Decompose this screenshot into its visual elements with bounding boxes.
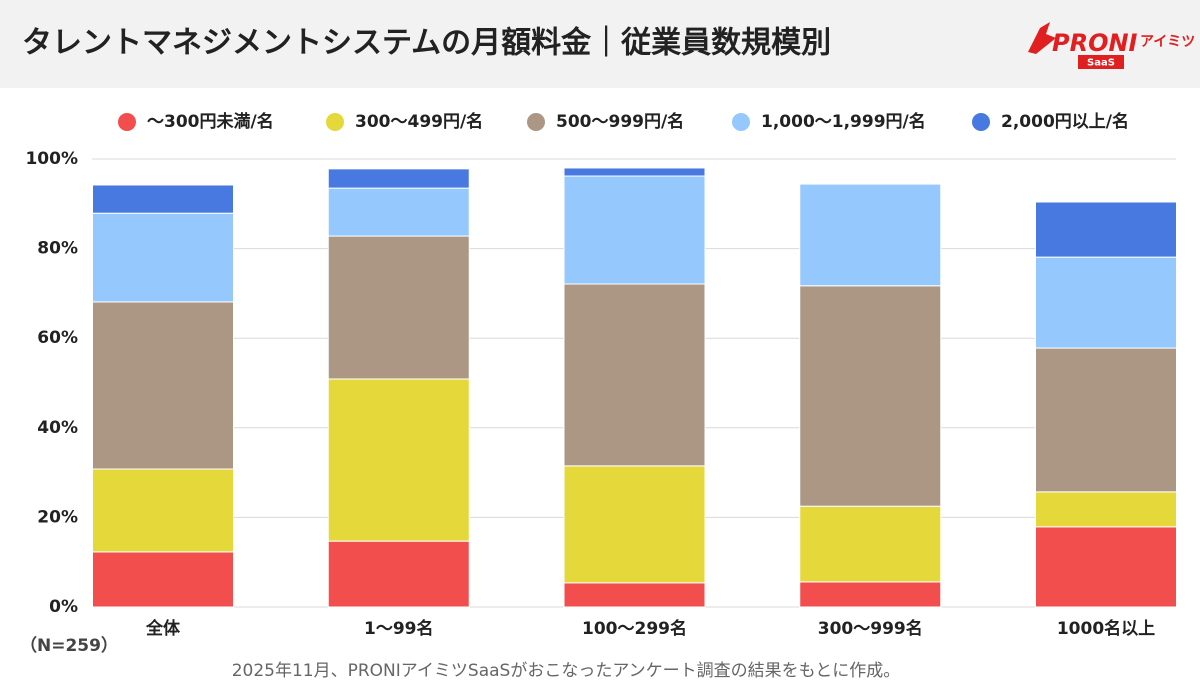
legend-label: 300〜499円/名 — [355, 111, 483, 132]
bar-segment — [327, 378, 470, 542]
bar-segment — [92, 468, 234, 553]
legend-marker — [118, 113, 136, 131]
bar-segment — [1035, 256, 1177, 349]
sample-note: （N=259） — [20, 635, 118, 656]
legend-marker — [732, 113, 750, 131]
bar-segment — [1035, 526, 1177, 608]
y-tick-label: 60% — [37, 328, 78, 348]
bar-segment — [327, 168, 470, 189]
legend-marker — [527, 113, 545, 131]
bar-segment — [327, 235, 470, 380]
y-tick-label: 40% — [37, 418, 78, 438]
logo-tag-bg — [1078, 55, 1124, 69]
x-tick-label: 全体 — [145, 618, 181, 639]
bar-segment — [92, 551, 234, 608]
legend-label: 〜300円未満/名 — [147, 111, 274, 132]
logo-sub: アイミツ — [1140, 34, 1195, 50]
logo-icon — [1028, 22, 1056, 54]
bar-segment — [92, 212, 234, 303]
bar-segment — [1035, 201, 1177, 258]
bar-segment — [1035, 347, 1177, 493]
bar-segment — [327, 187, 470, 237]
bar-segment — [799, 581, 942, 608]
bar-segment — [563, 582, 706, 608]
bar-segment — [1035, 491, 1177, 528]
bar-segment — [92, 301, 234, 470]
bar-segment — [92, 184, 234, 214]
logo-tag: SaaS — [1087, 58, 1115, 69]
x-tick-label: 1〜99名 — [364, 618, 434, 639]
header-bg — [0, 0, 1200, 88]
x-tick-label: 300〜999名 — [818, 618, 923, 639]
legend-label: 500〜999円/名 — [556, 111, 684, 132]
title: タレントマネジメントシステムの月額料金｜従業員数規模別 — [22, 26, 831, 61]
bar-segment — [799, 285, 942, 507]
legend-marker — [326, 113, 344, 131]
x-tick-label: 1000名以上 — [1057, 618, 1155, 639]
bar-segment — [799, 183, 942, 287]
y-tick-label: 0% — [49, 597, 78, 617]
bar-segment — [563, 175, 706, 285]
legend-label: 1,000〜1,999円/名 — [761, 111, 926, 132]
y-tick-label: 20% — [37, 507, 78, 527]
bar-segment — [799, 505, 942, 583]
footnote: 2025年11月、PRONIアイミツSaaSがおこなったアンケート調査の結果をも… — [232, 661, 901, 681]
bar-segment — [563, 167, 706, 177]
legend-label: 2,000円以上/名 — [1001, 111, 1129, 132]
x-tick-label: 100〜299名 — [582, 618, 687, 639]
y-tick-label: 80% — [37, 239, 78, 259]
logo-brand: PRONI — [1052, 29, 1138, 57]
bar-segment — [563, 465, 706, 584]
bar-segment — [327, 540, 470, 608]
legend-marker — [972, 113, 990, 131]
y-tick-label: 100% — [25, 149, 78, 169]
bar-segment — [563, 283, 706, 467]
